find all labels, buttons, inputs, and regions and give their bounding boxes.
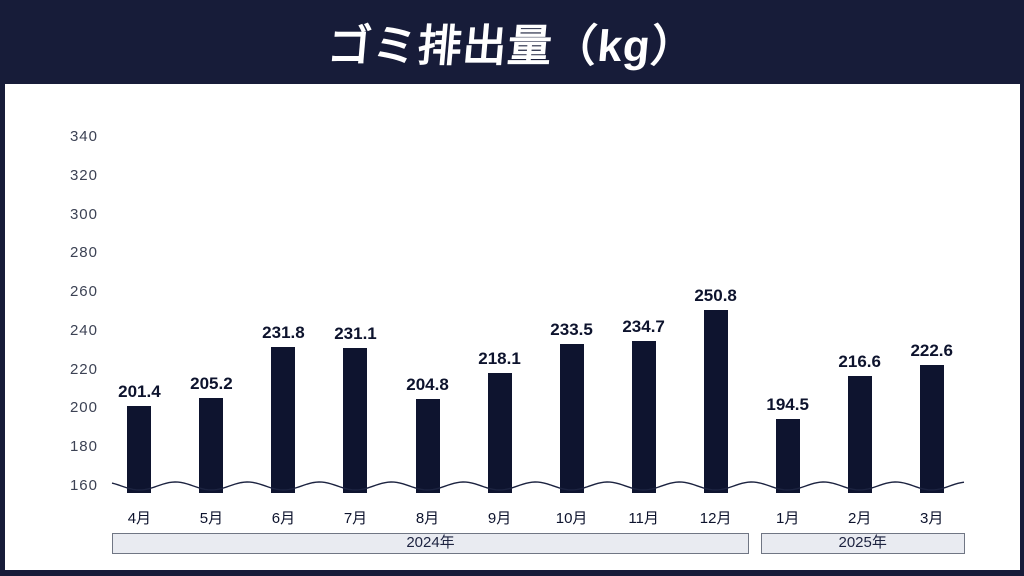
bar bbox=[415, 399, 440, 493]
bar bbox=[847, 376, 872, 493]
bar-value-label: 218.1 bbox=[478, 349, 521, 369]
bar bbox=[271, 346, 296, 493]
x-tick-label: 6月 bbox=[271, 510, 296, 527]
bar-value-label: 204.8 bbox=[406, 375, 449, 395]
x-tick-label: 2月 bbox=[848, 510, 872, 527]
x-tick-label: 7月 bbox=[343, 510, 368, 527]
y-tick-label: 200 bbox=[69, 399, 98, 417]
x-tick-label: 3月 bbox=[920, 510, 944, 527]
chart-card: 340 320 300 280 260 240 220 200 180 160 201.4 205.… bbox=[5, 84, 1020, 570]
y-tick-label: 300 bbox=[69, 205, 98, 223]
bar bbox=[127, 405, 152, 493]
y-tick-label: 280 bbox=[69, 244, 98, 262]
y-tick-label: 240 bbox=[69, 321, 98, 339]
axis-break-wave-icon bbox=[111, 481, 965, 491]
y-tick-label: 220 bbox=[69, 360, 98, 378]
x-tick-label: 12月 bbox=[699, 510, 732, 527]
bar-value-label: 231.1 bbox=[334, 324, 377, 344]
bar bbox=[631, 341, 656, 493]
x-tick-label: 8月 bbox=[415, 510, 440, 527]
bar-value-label: 201.4 bbox=[118, 381, 161, 401]
bar-value-label: 231.8 bbox=[262, 322, 305, 342]
bar bbox=[919, 364, 944, 493]
y-tick-label: 160 bbox=[69, 477, 98, 494]
x-tick-label: 9月 bbox=[487, 510, 512, 527]
bar-value-label: 233.5 bbox=[550, 319, 593, 339]
title-bar: ゴミ排出量（kg） bbox=[0, 0, 1024, 84]
bar-value-label: 222.6 bbox=[910, 340, 953, 360]
bar bbox=[487, 373, 512, 493]
year-band: 2025年 bbox=[760, 533, 965, 554]
bar bbox=[775, 419, 800, 493]
x-tick-label: 5月 bbox=[199, 510, 224, 527]
x-tick-label: 4月 bbox=[127, 510, 152, 527]
bar-value-label: 205.2 bbox=[190, 374, 233, 394]
y-tick-label: 260 bbox=[69, 283, 98, 301]
bar-value-label: 216.6 bbox=[838, 352, 881, 372]
year-band: 2024年 bbox=[112, 533, 749, 554]
bar-value-label: 234.7 bbox=[622, 317, 665, 337]
page-title: ゴミ排出量（kg） bbox=[325, 22, 698, 71]
x-tick-label: 1月 bbox=[775, 510, 800, 527]
bar bbox=[559, 343, 584, 493]
y-tick-label: 180 bbox=[69, 438, 98, 456]
bar-value-label: 194.5 bbox=[766, 395, 809, 415]
y-tick-label: 320 bbox=[69, 166, 98, 184]
bar-value-label: 250.8 bbox=[694, 285, 737, 305]
y-tick-label: 340 bbox=[69, 128, 98, 146]
x-tick-label: 10月 bbox=[555, 510, 588, 527]
bar bbox=[199, 398, 224, 493]
bar bbox=[703, 309, 728, 493]
x-tick-label: 11月 bbox=[628, 510, 659, 527]
bar bbox=[343, 348, 368, 493]
